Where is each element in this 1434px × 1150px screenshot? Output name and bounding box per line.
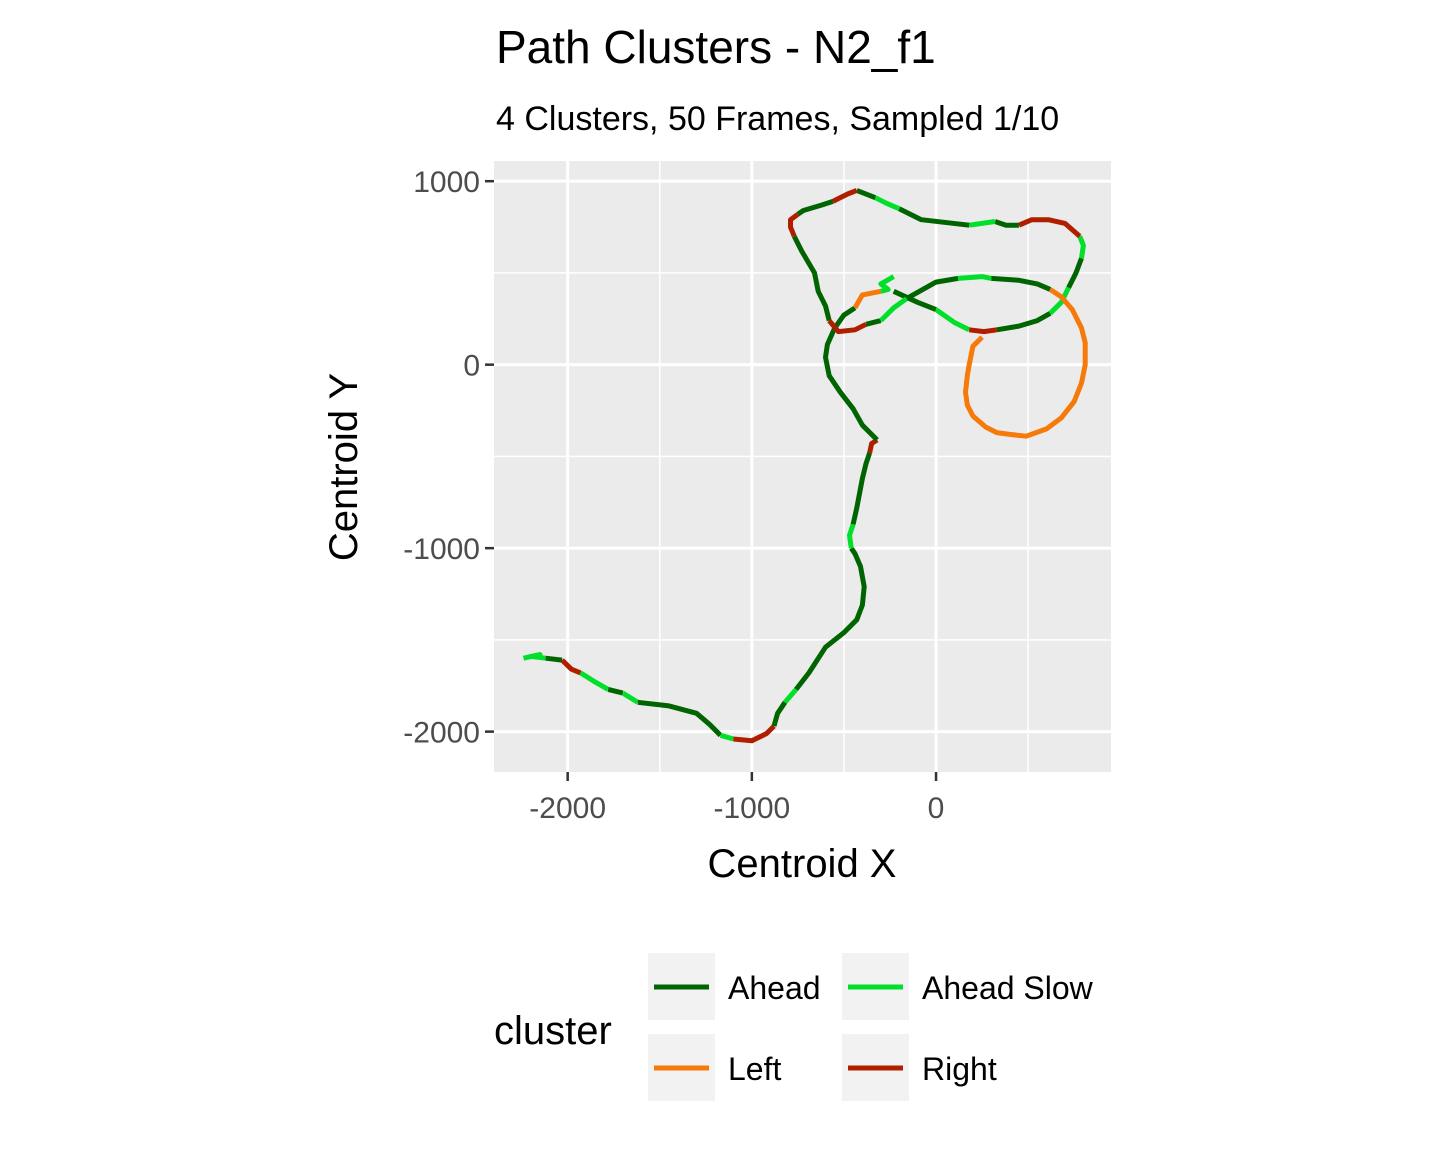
path-segment-ahead-slow [957, 274, 992, 281]
path-segments [522, 188, 1088, 744]
path-segment-ahead [823, 305, 879, 442]
path-segment-ahead-slow [579, 670, 610, 692]
path-segment-right [788, 212, 800, 238]
path-segment-right [560, 658, 582, 676]
path-segment-ahead-slow [968, 219, 996, 228]
path-segment-right [968, 327, 998, 335]
path-segment-ahead [1066, 257, 1084, 289]
legend-label: Right [922, 1051, 997, 1087]
path-segment-right [1017, 217, 1082, 239]
path-segment-right [831, 188, 858, 204]
path-segment-ahead [905, 275, 959, 301]
path-segment-ahead [994, 219, 1019, 228]
y-tick-label: 1000 [413, 166, 480, 199]
path-segment-ahead [898, 206, 970, 228]
plot-panel [494, 161, 1111, 772]
path-segment-ahead [892, 289, 937, 312]
legend-label: Ahead Slow [922, 970, 1094, 1006]
path-segment-ahead [865, 318, 882, 327]
path-segment-ahead-slow [783, 687, 798, 704]
path-segment-ahead-slow [847, 523, 856, 549]
path-segment-ahead [855, 188, 877, 201]
legend-label: Ahead [728, 970, 821, 1006]
path-segment-ahead [607, 686, 624, 696]
legend-label: Left [728, 1051, 781, 1087]
chart-title: Path Clusters - N2_f1 [496, 21, 936, 73]
path-segment-left [963, 287, 1088, 439]
y-tick-label: 0 [463, 350, 480, 383]
path-segment-ahead-slow [879, 296, 909, 323]
legend-title: cluster [494, 1009, 612, 1053]
y-tick-label: -1000 [403, 533, 480, 566]
major-gridlines [494, 161, 1111, 772]
path-segment-ahead-slow [621, 690, 640, 705]
path-segment-ahead [545, 655, 563, 663]
y-axis: 1000 0 -1000 -2000 [403, 166, 494, 750]
path-segment-ahead [996, 311, 1052, 333]
x-tick-label: -1000 [713, 792, 790, 825]
path-segment-ahead-slow [874, 195, 901, 211]
path-segment-ahead [991, 275, 1052, 292]
path-segment-ahead-slow [1048, 286, 1071, 316]
path-segment-ahead-slow [934, 307, 971, 333]
path-segment-ahead [850, 451, 873, 525]
path-segment-ahead [796, 199, 834, 217]
path-segment-ahead-slow [1077, 235, 1086, 259]
path-segment-ahead-slow [878, 274, 895, 294]
path-segment-ahead [637, 699, 723, 738]
path-segment-ahead [791, 235, 832, 322]
x-axis-title: Centroid X [708, 842, 897, 886]
y-tick-label: -2000 [403, 717, 480, 750]
y-axis-title: Centroid Y [322, 373, 366, 561]
path-segment-ahead [771, 700, 788, 727]
path-segment-right [733, 724, 776, 744]
path-segment-ahead-slow [719, 732, 735, 742]
path-segment-left [852, 288, 882, 310]
path-segment-right [827, 318, 868, 335]
chart-subtitle: 4 Clusters, 50 Frames, Sampled 1/10 [496, 100, 1059, 138]
minor-gridlines [494, 161, 1111, 772]
x-axis: -2000 -1000 0 [529, 772, 944, 825]
x-tick-label: -2000 [529, 792, 606, 825]
x-tick-label: 0 [928, 792, 945, 825]
legend: cluster Ahead Ahead Slow Left Right [494, 953, 1094, 1101]
path-segment-ahead [794, 546, 867, 691]
path-segment-ahead-slow [522, 652, 546, 661]
